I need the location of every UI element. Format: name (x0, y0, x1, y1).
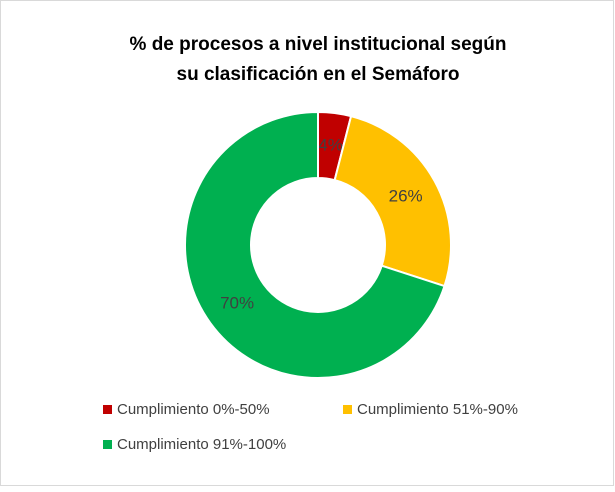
legend-label: Cumplimiento 51%-90% (357, 401, 518, 418)
legend-swatch (103, 405, 112, 414)
legend-label: Cumplimiento 91%-100% (117, 436, 286, 453)
donut-slice (184, 110, 446, 379)
chart-title: % de procesos a nivel institucional segú… (130, 34, 507, 55)
chart-title: su clasificación en el Semáforo (177, 64, 460, 85)
data-label: 70% (220, 293, 254, 312)
donut-slice (333, 114, 452, 288)
data-label: 26% (389, 186, 423, 205)
data-label: 4% (318, 135, 343, 154)
legend-swatch (343, 405, 352, 414)
legend-label: Cumplimiento 0%-50% (117, 401, 270, 418)
legend-swatch (103, 440, 112, 449)
